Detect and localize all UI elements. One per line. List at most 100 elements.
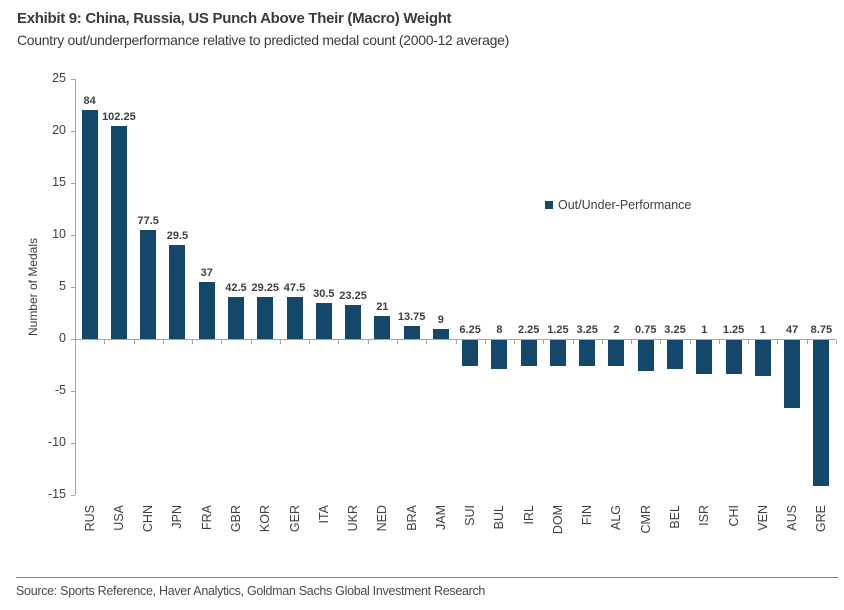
y-tick [71,79,75,80]
data-label-isr: 1 [701,324,708,336]
category-label-ita: ITA [316,505,331,524]
bar-dom [549,340,566,366]
x-tick [543,340,545,344]
x-tick [367,340,369,344]
data-label-bra: 13.75 [397,311,426,323]
bar-aus [784,340,801,408]
bar-ven [754,340,771,377]
y-tick-label: 0 [59,331,66,345]
footer-divider [16,577,838,578]
bar-rus [81,110,98,339]
category-label-aus: AUS [785,505,800,531]
category-label-kor: KOR [258,505,273,533]
y-tick-label: -5 [54,383,66,397]
data-label-chi: 1.25 [722,324,745,336]
exhibit-subtitle: Country out/underperformance relative to… [17,32,509,48]
legend-swatch-icon [545,201,553,209]
data-label-jpn: 29.5 [166,230,189,243]
x-tick [748,340,750,344]
data-label-chn: 77.5 [137,214,159,227]
bar-irl [520,340,537,366]
y-tick-label: -10 [47,435,66,449]
y-axis-line [75,79,76,495]
x-tick [777,340,779,344]
y-tick [71,443,75,444]
x-tick [631,340,633,344]
x-tick [718,340,720,344]
data-label-rus: 84 [83,95,96,108]
bar-ukr [345,305,362,339]
y-tick-label: 20 [52,123,66,137]
x-tick [426,340,428,344]
x-tick [133,340,135,344]
y-tick [71,235,75,236]
data-label-ukr: 23.25 [339,290,367,303]
x-tick [484,340,486,344]
y-tick [71,339,75,340]
x-axis-line [75,339,836,340]
y-tick-label: 10 [52,227,66,241]
category-label-sui: SUI [463,505,478,526]
y-tick [71,131,75,132]
bar-usa [110,125,127,339]
y-tick [71,287,75,288]
bar-chart: Number of Medals Out/Under-Performance 2… [0,60,844,560]
category-label-alg: ALG [609,505,624,531]
data-label-gre: 8.75 [810,324,833,336]
category-label-isr: ISR [697,505,712,526]
data-label-bul: 8 [496,324,503,336]
bar-fin [579,340,596,366]
legend: Out/Under-Performance [545,198,691,212]
bar-ger [286,297,303,339]
y-tick-label: -15 [47,487,66,501]
x-tick [279,340,281,344]
data-label-bel: 3.25 [664,324,686,336]
category-label-irl: IRL [521,505,536,525]
data-label-alg: 2 [613,324,620,336]
category-label-jpn: JPN [170,505,185,529]
x-tick [689,340,691,344]
bar-chn [140,229,157,339]
y-tick [71,391,75,392]
y-tick-label: 5 [59,279,66,293]
bar-isr [696,340,713,374]
data-label-aus: 47 [785,324,799,336]
bar-ita [315,302,332,339]
category-label-bra: BRA [404,505,419,531]
x-tick [572,340,574,344]
bar-gbr [227,297,244,339]
bar-bra [403,326,420,339]
category-label-chi: CHI [726,505,741,527]
bar-fra [198,281,215,339]
data-label-gbr: 42.5 [225,282,247,295]
data-label-ger: 47.5 [283,282,306,295]
x-tick [309,340,311,344]
x-tick [396,340,398,344]
data-label-kor: 29.25 [251,282,280,295]
data-label-fra: 37 [200,266,213,279]
bar-alg [608,340,625,366]
data-label-ita: 30.5 [313,287,335,300]
category-label-usa: USA [111,505,126,531]
category-label-fra: FRA [199,505,214,530]
bar-kor [257,297,274,339]
bar-gre [813,340,830,486]
x-tick [806,340,808,344]
source-note: Source: Sports Reference, Haver Analytic… [16,584,486,598]
category-label-rus: RUS [82,505,97,532]
data-label-jam: 9 [437,313,444,326]
category-label-chn: CHN [141,505,156,533]
category-label-ukr: UKR [346,505,361,532]
bar-sui [462,340,479,366]
y-tick [71,183,75,184]
x-tick [836,340,837,344]
y-tick [71,495,75,496]
bar-bel [667,340,684,369]
data-label-fin: 3.25 [576,324,598,336]
category-label-bel: BEL [668,505,683,529]
bar-ned [374,315,391,339]
x-tick [221,340,223,344]
y-tick-label: 15 [52,175,66,189]
legend-label: Out/Under-Performance [558,198,692,212]
